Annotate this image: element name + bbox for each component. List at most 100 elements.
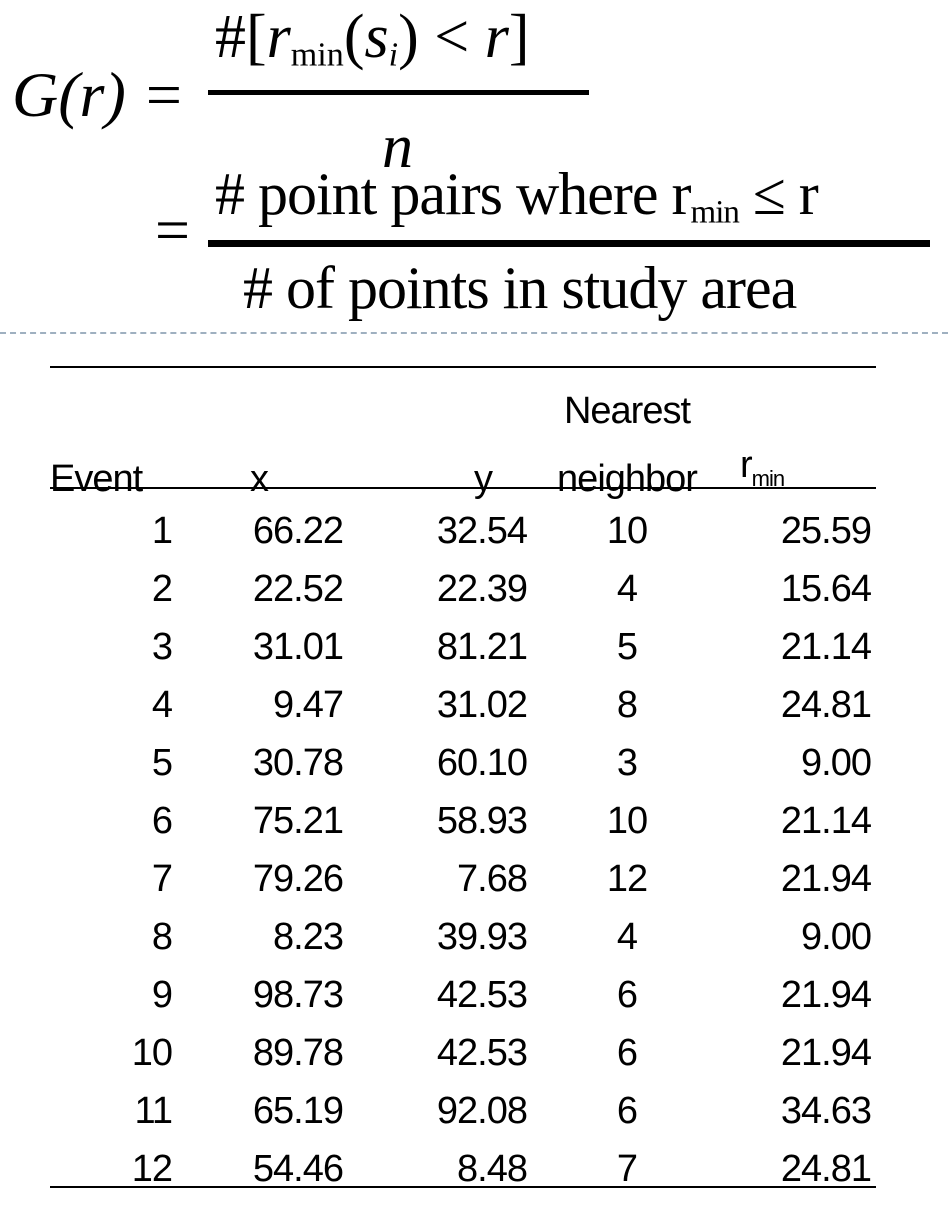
table-row: 6 75.21 58.93 10 21.14 (50, 792, 876, 850)
cell-x: 98.73 (252, 974, 344, 1016)
cell-y: 58.93 (436, 800, 528, 842)
cell-x: 65.19 (252, 1090, 344, 1132)
header-event: Event (50, 458, 143, 500)
var-r: r (484, 3, 509, 71)
table-row: 9 98.73 42.53 6 21.94 (50, 966, 876, 1024)
formula-1-denominator: n (382, 113, 413, 181)
formula-2-numerator: # point pairs where rmin ≤ r (215, 160, 819, 231)
cell-nearest-neighbor: 6 (616, 1090, 638, 1132)
header-x: x (250, 458, 269, 500)
cell-y: 7.68 (457, 858, 528, 900)
cell-x: 8.23 (273, 916, 344, 958)
cell-rmin: 25.59 (780, 510, 872, 552)
cell-event: 12 (131, 1148, 173, 1190)
cell-y: 42.53 (436, 1032, 528, 1074)
cell-x: 22.52 (252, 568, 344, 610)
formula-lhs: G(r) = (12, 59, 185, 130)
header-rmin: rmin (727, 434, 876, 502)
cell-rmin: 21.14 (780, 800, 872, 842)
table-row: 2 22.52 22.39 4 15.64 (50, 560, 876, 618)
cell-x: 89.78 (252, 1032, 344, 1074)
table-row: 12 54.46 8.48 7 24.81 (50, 1140, 876, 1198)
table-header-rule (50, 487, 876, 489)
cell-rmin: 21.94 (780, 974, 872, 1016)
fraction-bar-1 (208, 90, 589, 95)
table-row: 7 79.26 7.68 12 21.94 (50, 850, 876, 908)
cell-rmin: 21.94 (780, 1032, 872, 1074)
table-row: 11 65.19 92.08 6 34.63 (50, 1082, 876, 1140)
table-row: 5 30.78 60.10 3 9.00 (50, 734, 876, 792)
cell-rmin: 24.81 (780, 1148, 872, 1190)
cell-rmin: 21.14 (780, 626, 872, 668)
cell-rmin: 34.63 (780, 1090, 872, 1132)
table-row: 3 31.01 81.21 5 21.14 (50, 618, 876, 676)
table-row: 8 8.23 39.93 4 9.00 (50, 908, 876, 966)
table-row: 4 9.47 31.02 8 24.81 (50, 676, 876, 734)
sub-min: min (290, 36, 344, 74)
cell-y: 8.48 (457, 1148, 528, 1190)
section-divider (0, 332, 948, 334)
cell-y: 39.93 (436, 916, 528, 958)
table-row: 10 89.78 42.53 6 21.94 (50, 1024, 876, 1082)
cell-y: 92.08 (436, 1090, 528, 1132)
cell-nearest-neighbor: 3 (616, 742, 638, 784)
table-row: 1 66.22 32.54 10 25.59 (50, 502, 876, 560)
cell-event: 10 (131, 1032, 173, 1074)
numerator-text: # point pairs where r (215, 161, 692, 227)
numerator-tail: ≤ r (738, 161, 819, 227)
cell-event: 6 (151, 800, 173, 842)
formula-1-numerator: #[rmin(si) < r] (215, 2, 530, 75)
header-r: r (740, 444, 753, 487)
formula-2-equals: = (155, 197, 190, 265)
cell-y: 60.10 (436, 742, 528, 784)
cell-rmin: 15.64 (780, 568, 872, 610)
cell-x: 75.21 (252, 800, 344, 842)
paren: ( (343, 3, 365, 71)
cell-y: 32.54 (436, 510, 528, 552)
cell-event: 7 (151, 858, 173, 900)
sub-i: i (388, 36, 399, 74)
cell-nearest-neighbor: 10 (606, 510, 648, 552)
cell-x: 9.47 (273, 684, 344, 726)
formula-2-denominator: # of points in study area (243, 255, 797, 321)
paren: ) (398, 3, 419, 71)
cell-event: 1 (151, 510, 173, 552)
cell-nearest-neighbor: 7 (616, 1148, 638, 1190)
header-row: Event x y neighbor rmin (50, 434, 876, 502)
cell-event: 2 (151, 568, 173, 610)
header-neighbor: neighbor (557, 458, 698, 500)
sub-min: min (690, 194, 740, 231)
table-top-rule (50, 366, 876, 368)
cell-nearest-neighbor: 4 (616, 916, 638, 958)
cell-y: 22.39 (436, 568, 528, 610)
cell-nearest-neighbor: 5 (616, 626, 638, 668)
cell-event: 11 (134, 1090, 173, 1132)
cell-rmin: 21.94 (780, 858, 872, 900)
cell-x: 31.01 (252, 626, 344, 668)
cell-event: 4 (151, 684, 173, 726)
cell-event: 3 (151, 626, 173, 668)
header-nearest: Nearest (563, 390, 691, 432)
cell-x: 30.78 (252, 742, 344, 784)
cell-y: 42.53 (436, 974, 528, 1016)
nearest-neighbor-table: Nearest Event x y neighbor rmin 1 66.22 32… (50, 376, 876, 1198)
cell-nearest-neighbor: 8 (616, 684, 638, 726)
cell-nearest-neighbor: 4 (616, 568, 638, 610)
cell-nearest-neighbor: 6 (616, 1032, 638, 1074)
bracket-open: #[ (215, 3, 267, 71)
cell-event: 9 (151, 974, 173, 1016)
header-row-top: Nearest (50, 376, 876, 434)
var-r: r (266, 3, 291, 71)
bracket-close: ] (508, 3, 530, 71)
cell-event: 8 (151, 916, 173, 958)
cell-rmin: 9.00 (801, 916, 872, 958)
header-y: y (474, 458, 493, 500)
cell-x: 54.46 (252, 1148, 344, 1190)
cell-x: 79.26 (252, 858, 344, 900)
cell-rmin: 24.81 (780, 684, 872, 726)
cell-nearest-neighbor: 10 (606, 800, 648, 842)
table-bottom-rule (50, 1186, 876, 1188)
cell-y: 31.02 (436, 684, 528, 726)
fraction-bar-2 (208, 240, 930, 247)
cell-nearest-neighbor: 6 (616, 974, 638, 1016)
